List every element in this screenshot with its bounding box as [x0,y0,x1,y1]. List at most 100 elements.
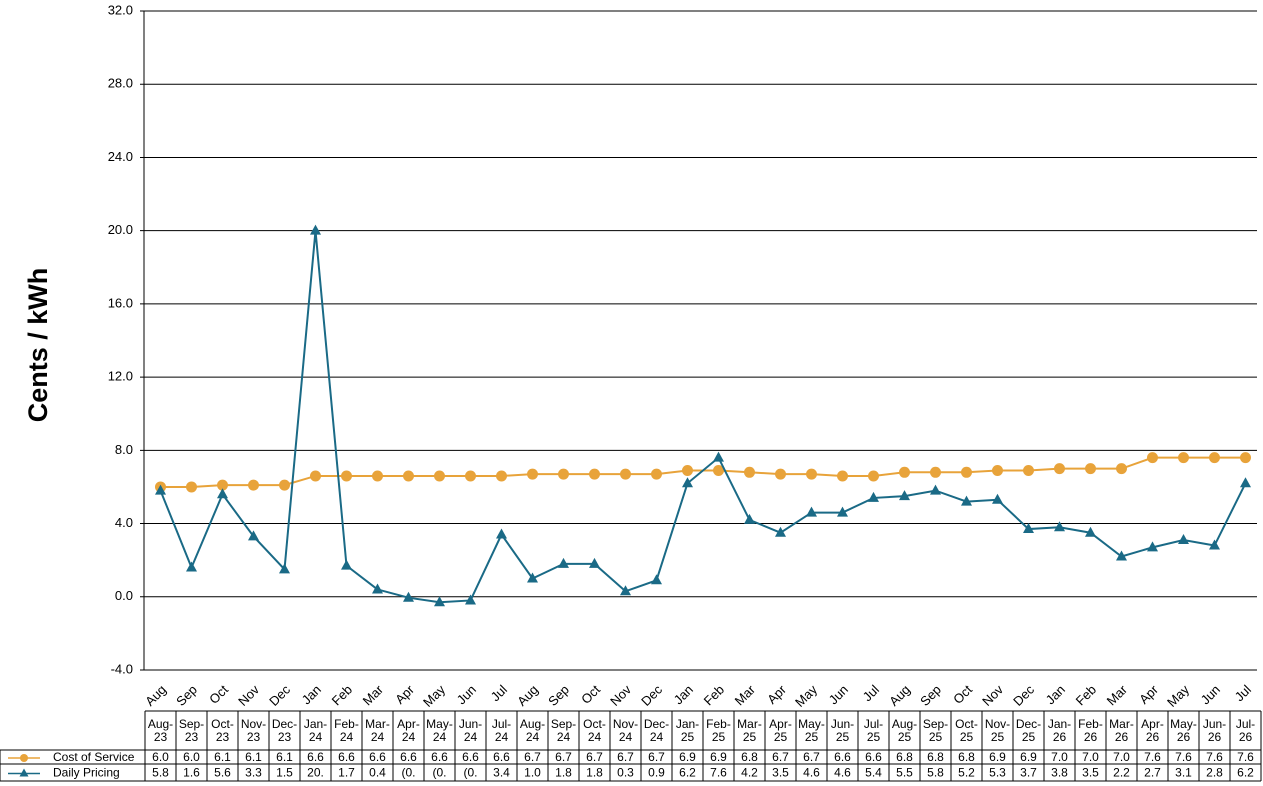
x-tick-label: Oct [578,682,603,707]
marker [310,470,321,482]
x-tick-label: Sep [545,682,572,709]
x-tick-label: Mar [732,681,759,708]
marker [806,468,817,480]
legend-label: Cost of Service [53,750,135,764]
marker [310,224,321,235]
y-tick-label: 4.0 [115,515,133,530]
table-header: Mar-26 [1109,716,1134,744]
data-label: 6.7 [524,750,541,764]
table-header: Jul-24 [491,716,512,744]
marker [589,557,600,568]
marker [1147,541,1158,552]
x-tick-label: Aug [142,682,169,709]
table-header: Aug-23 [147,716,174,744]
x-tick-label: Nov [607,682,634,709]
y-tick-label: 24.0 [108,149,133,164]
x-tick-label: May [792,682,820,710]
table-header: Jan-25 [675,716,700,744]
marker [589,468,600,480]
data-label: 0.3 [617,766,634,780]
data-label: 3.5 [1082,766,1099,780]
marker [217,488,228,499]
x-tick-label: Jul [860,682,882,704]
table-header: Nov-23 [240,716,267,744]
data-label: 7.0 [1051,750,1068,764]
x-tick-label: Oct [206,682,231,707]
data-label: 7.6 [1175,750,1192,764]
data-label: 6.7 [648,750,665,764]
x-tick-label: Jun [1198,682,1223,707]
data-label: 1.7 [338,766,355,780]
marker [930,484,941,495]
y-tick-label: 32.0 [108,2,133,17]
data-label: 6.1 [214,750,231,764]
data-label: 3.8 [1051,766,1068,780]
data-label: 6.1 [276,750,293,764]
marker [403,470,414,482]
marker [837,506,848,517]
x-tick-label: Sep [173,682,200,709]
marker [1023,464,1034,476]
y-tick-label: 12.0 [108,369,133,384]
data-label: 6.2 [679,766,696,780]
marker [465,594,476,605]
data-label: 4.6 [803,766,820,780]
table-header: Sep-24 [550,716,577,744]
x-tick-label: May [420,682,448,710]
table-header: Sep-23 [178,716,205,744]
x-tick-label: Nov [235,682,262,709]
table-header: Nov-25 [984,716,1011,744]
marker [744,466,755,478]
marker [186,481,197,493]
table-header: Jun-24 [458,716,483,744]
marker [682,464,693,476]
x-tick-label: Jul [1232,682,1254,704]
y-tick-label: 28.0 [108,76,133,91]
marker [558,557,569,568]
x-tick-label: Feb [701,682,727,708]
y-axis-label: Cents / kWh [23,268,53,423]
marker [1147,452,1158,464]
marker [186,561,197,572]
x-tick-label: Nov [979,682,1006,709]
marker [341,559,352,570]
data-label: 2.7 [1144,766,1161,780]
table-header: Oct-24 [583,716,606,744]
table-header: Apr-25 [769,716,792,744]
legend-marker [20,754,28,762]
data-label: (0. [432,766,446,780]
marker [1240,477,1251,488]
data-label: 6.6 [338,750,355,764]
data-label: 1.8 [586,766,603,780]
data-label: 1.5 [276,766,293,780]
y-tick-label: 16.0 [108,295,133,310]
data-label: 5.8 [152,766,169,780]
marker [806,506,817,517]
marker [992,464,1003,476]
marker [1054,463,1065,475]
table-header: May-26 [1170,716,1197,744]
x-tick-label: Aug [514,682,541,709]
data-label: 6.1 [245,750,262,764]
marker [217,479,228,491]
marker [558,468,569,480]
marker [744,513,755,524]
data-label: 0.9 [648,766,665,780]
data-label: 6.2 [1237,766,1254,780]
x-tick-label: Mar [360,681,387,708]
data-label: 6.0 [183,750,200,764]
series-line [160,456,1246,488]
x-tick-label: Dec [638,682,665,709]
table-header: Aug-25 [891,716,918,744]
marker [434,470,445,482]
table-header: Jan-26 [1047,716,1072,744]
marker [1023,523,1034,534]
marker [1209,539,1220,550]
data-label: 6.8 [896,750,913,764]
table-header: Jul-26 [1235,716,1256,744]
legend-label: Daily Pricing [53,766,120,780]
data-label: 6.7 [772,750,789,764]
data-label: 6.7 [617,750,634,764]
marker [496,470,507,482]
data-label: 7.6 [1144,750,1161,764]
